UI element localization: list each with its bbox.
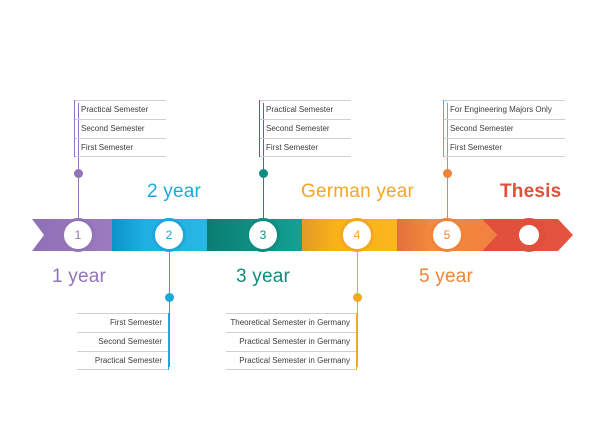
info-row: Theoretical Semester in Germany xyxy=(226,313,357,332)
year-label-2: 2 year xyxy=(147,181,202,202)
info-box-node-4: Theoretical Semester in Germany Practica… xyxy=(226,313,357,370)
info-row: Practical Semester xyxy=(259,100,351,119)
year-label-4: German year xyxy=(301,181,415,202)
connector-dot-node-2 xyxy=(164,293,174,302)
node-5-number: 5 xyxy=(443,228,451,242)
info-row: Practical Semester in Germany xyxy=(226,351,357,370)
info-row: Practical Semester xyxy=(77,351,169,370)
timeline-node-4[interactable]: 4 xyxy=(340,218,374,252)
timeline-node-3[interactable]: 3 xyxy=(246,218,280,252)
node-3-number: 3 xyxy=(259,228,267,242)
year-label-1: 1 year xyxy=(52,266,107,287)
info-box-node-3: Practical Semester Second Semester First… xyxy=(259,100,351,157)
connector-node-2 xyxy=(168,247,170,367)
node-2-number: 2 xyxy=(165,228,173,242)
timeline-node-5[interactable]: 5 xyxy=(430,218,464,252)
info-row: Second Semester xyxy=(259,119,351,138)
timeline-node-6[interactable] xyxy=(512,218,546,252)
info-row: Practical Semester in Germany xyxy=(226,332,357,351)
info-box-node-5-rail xyxy=(443,100,445,157)
info-box-node-4-rail xyxy=(355,313,357,370)
info-row: Second Semester xyxy=(77,332,169,351)
node-4-number: 4 xyxy=(353,228,361,242)
info-row: Second Semester xyxy=(74,119,166,138)
year-label-6: Thesis xyxy=(500,181,562,202)
connector-dot-node-5 xyxy=(442,169,452,178)
connector-node-3 xyxy=(262,103,264,223)
info-row: First Semester xyxy=(443,138,565,157)
year-label-3: 3 year xyxy=(236,266,291,287)
info-row: First Semester xyxy=(259,138,351,157)
info-box-node-1-rail xyxy=(74,100,76,157)
info-box-node-1: Practical Semester Second Semester First… xyxy=(74,100,166,157)
connector-node-4 xyxy=(356,247,358,367)
info-box-node-2: First Semester Second Semester Practical… xyxy=(77,313,169,370)
info-box-node-5: For Engineering Majors Only Second Semes… xyxy=(443,100,565,157)
connector-dot-node-4 xyxy=(352,293,362,302)
node-1-number: 1 xyxy=(74,228,82,242)
connector-node-5 xyxy=(446,103,448,223)
connector-dot-node-3 xyxy=(258,169,268,178)
info-row: First Semester xyxy=(77,313,169,332)
connector-node-1 xyxy=(77,103,79,223)
info-box-node-3-rail xyxy=(259,100,261,157)
info-row: First Semester xyxy=(74,138,166,157)
info-row: For Engineering Majors Only xyxy=(443,100,565,119)
timeline-node-1[interactable]: 1 xyxy=(61,218,95,252)
timeline-node-2[interactable]: 2 xyxy=(152,218,186,252)
info-row: Practical Semester xyxy=(74,100,166,119)
info-box-node-2-rail xyxy=(167,313,169,370)
year-label-5: 5 year xyxy=(419,266,474,287)
connector-dot-node-1 xyxy=(73,169,83,178)
info-row: Second Semester xyxy=(443,119,565,138)
